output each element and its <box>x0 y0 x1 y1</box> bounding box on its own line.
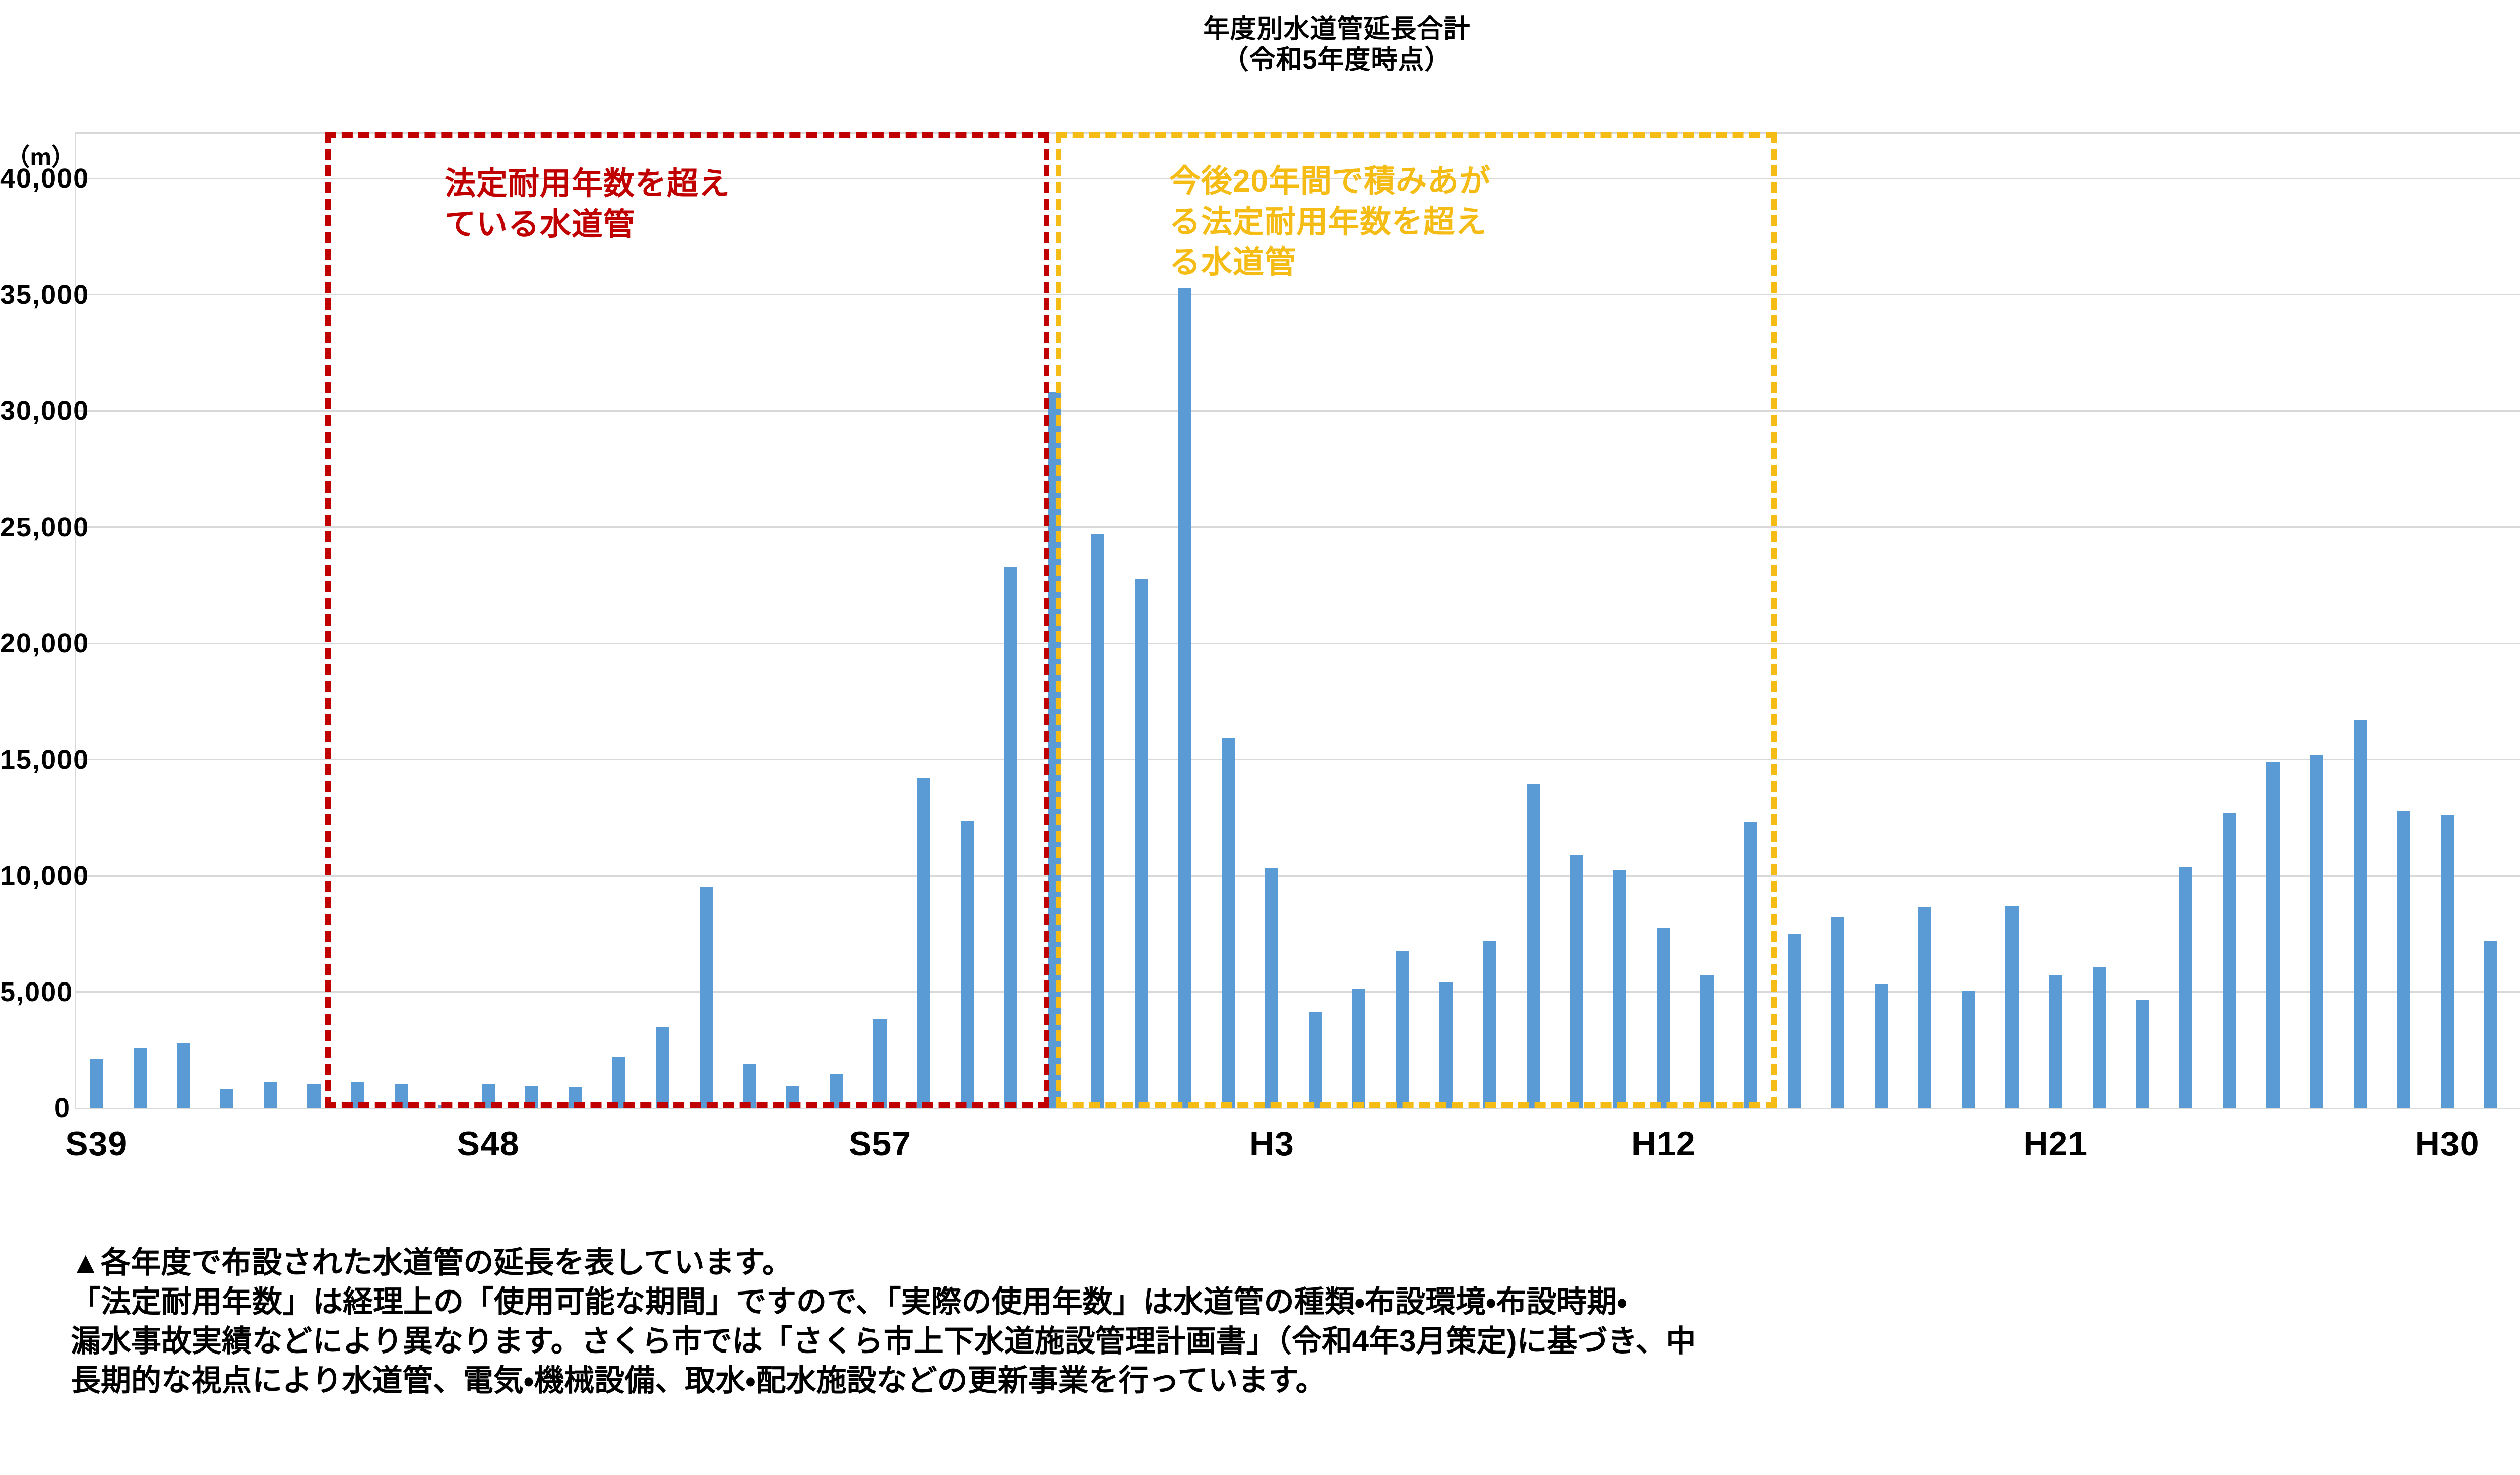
y-axis-tick-0: 0 <box>54 1093 71 1123</box>
bar-H6 <box>1396 951 1409 1108</box>
x-axis-tick-S57: S57 <box>849 1125 912 1163</box>
bar-series <box>75 132 2520 1108</box>
bar-H26 <box>2266 762 2280 1108</box>
bar-H1 <box>1178 287 1191 1108</box>
bar-S43 <box>264 1082 277 1108</box>
bar-H18 <box>1918 907 1932 1108</box>
x-axis-tick-H30: H30 <box>2415 1125 2480 1163</box>
bar-H22 <box>2092 967 2106 1108</box>
y-axis-tick-35000: 35,000 <box>0 279 90 310</box>
bar-S58 <box>917 778 930 1108</box>
bar-H8 <box>1483 941 1496 1108</box>
gridline-5000 <box>75 991 2520 993</box>
bar-H3 <box>1265 867 1279 1108</box>
bar-H23 <box>2136 1000 2150 1108</box>
x-axis-tick-H21: H21 <box>2023 1125 2088 1163</box>
y-axis-tick-25000: 25,000 <box>0 512 90 542</box>
x-axis-tick-H12: H12 <box>1631 1125 1696 1163</box>
gridline-30000 <box>75 410 2520 412</box>
bar-S63 <box>1135 579 1148 1108</box>
gridline-20000 <box>75 642 2520 644</box>
bar-H14 <box>1744 822 1757 1108</box>
gridlines <box>75 132 2520 1109</box>
y-axis-tick-20000: 20,000 <box>0 628 90 659</box>
bar-S52 <box>656 1026 669 1108</box>
bar-H15 <box>1787 934 1801 1108</box>
chart-title-line-1: 年度別水道管延長合計 <box>1203 15 1471 44</box>
footnote-line-1: ▲各年度で布設された水道管の延長を表しています。 <box>71 1246 792 1279</box>
bar-S59 <box>960 821 974 1108</box>
bar-H2 <box>1222 737 1235 1108</box>
bar-S57 <box>873 1018 887 1108</box>
bar-S56 <box>830 1074 843 1108</box>
gridline-10000 <box>75 875 2520 877</box>
gridline-0 <box>75 1107 2520 1109</box>
bar-S53 <box>699 887 713 1108</box>
gridline-35000 <box>75 294 2520 296</box>
bar-H13 <box>1700 975 1714 1108</box>
bar-H20 <box>2005 905 2019 1108</box>
footnote-line-4: 長期的な視点により水道管、電気・機械設備、取水・配水施設などの更新事業を行ってい… <box>71 1364 1326 1397</box>
bar-H27 <box>2310 755 2323 1108</box>
bar-S42 <box>220 1089 234 1108</box>
bar-H11 <box>1613 870 1627 1108</box>
x-axis-tick-H3: H3 <box>1249 1125 1294 1163</box>
page-title: 年度別水道管延長合計 （令和5年度時点） <box>0 14 2520 76</box>
bar-H30 <box>2440 815 2454 1108</box>
footnote-line-3: 漏水事故実績などにより異なります。さくら市では「さくら市上下水道施設管理計画書」… <box>71 1324 1696 1358</box>
bar-H24 <box>2179 866 2193 1108</box>
annotation-box-expired-pipes <box>325 132 1049 1108</box>
bar-H5 <box>1352 988 1366 1108</box>
bar-S60 <box>1004 566 1018 1108</box>
bar-H4 <box>1308 1011 1322 1108</box>
bar-S41 <box>176 1042 190 1108</box>
chart-title-line-2: （令和5年度時点） <box>1222 45 1452 75</box>
footnote: ▲各年度で布設された水道管の延長を表しています。 「法定耐用年数」は経理上の「使… <box>71 1243 2520 1400</box>
annotation-label-upcoming-pipes: 今後20年間で積みあが る法定耐用年数を超え る水道管 <box>1169 164 1491 280</box>
x-axis-tick-S48: S48 <box>457 1125 520 1163</box>
bar-H16 <box>1831 917 1845 1108</box>
bar-S39 <box>90 1059 103 1108</box>
bar-H25 <box>2223 813 2236 1108</box>
y-axis-tick-10000: 10,000 <box>0 861 90 891</box>
bar-H7 <box>1439 982 1453 1108</box>
bar-H29 <box>2397 810 2411 1108</box>
x-axis: S39S48S57H3H12H21H30R5 <box>65 1124 2520 1180</box>
gridline-15000 <box>75 759 2520 761</box>
gridline-25000 <box>75 526 2520 528</box>
footnote-line-2: 「法定耐用年数」は経理上の「使用可能な期間」ですので、「実際の使用年数」は水道管… <box>71 1285 1627 1319</box>
y-axis: 40,000 35,000 30,000 25,000 20,000 15,000 10,0… <box>0 132 90 1123</box>
bar-S51 <box>612 1057 625 1108</box>
bar-H19 <box>1962 991 1975 1108</box>
bar-H10 <box>1570 854 1584 1108</box>
y-axis-tick-5000: 5,000 <box>0 976 74 1007</box>
y-axis-tick-30000: 30,000 <box>0 396 90 426</box>
bar-S44 <box>307 1083 321 1108</box>
x-axis-tick-S39: S39 <box>65 1125 128 1163</box>
bar-H21 <box>2049 975 2062 1108</box>
bar-H31 <box>2484 941 2498 1108</box>
annotation-box-upcoming-pipes <box>1056 132 1777 1108</box>
y-axis-tick-40000: 40,000 <box>0 163 90 194</box>
bar-S54 <box>742 1064 756 1108</box>
bar-H12 <box>1657 928 1670 1108</box>
bar-S40 <box>133 1048 147 1108</box>
bar-H9 <box>1526 783 1540 1108</box>
bar-H28 <box>2353 720 2367 1108</box>
bar-S62 <box>1091 534 1104 1108</box>
y-axis-tick-15000: 15,000 <box>0 744 90 775</box>
gridline-40000 <box>75 177 2520 179</box>
bar-H17 <box>1874 984 1888 1108</box>
annotation-label-expired-pipes: 法定耐用年数を超え ている水道管 <box>445 166 731 242</box>
y-axis-unit-label: （m） <box>6 144 76 171</box>
